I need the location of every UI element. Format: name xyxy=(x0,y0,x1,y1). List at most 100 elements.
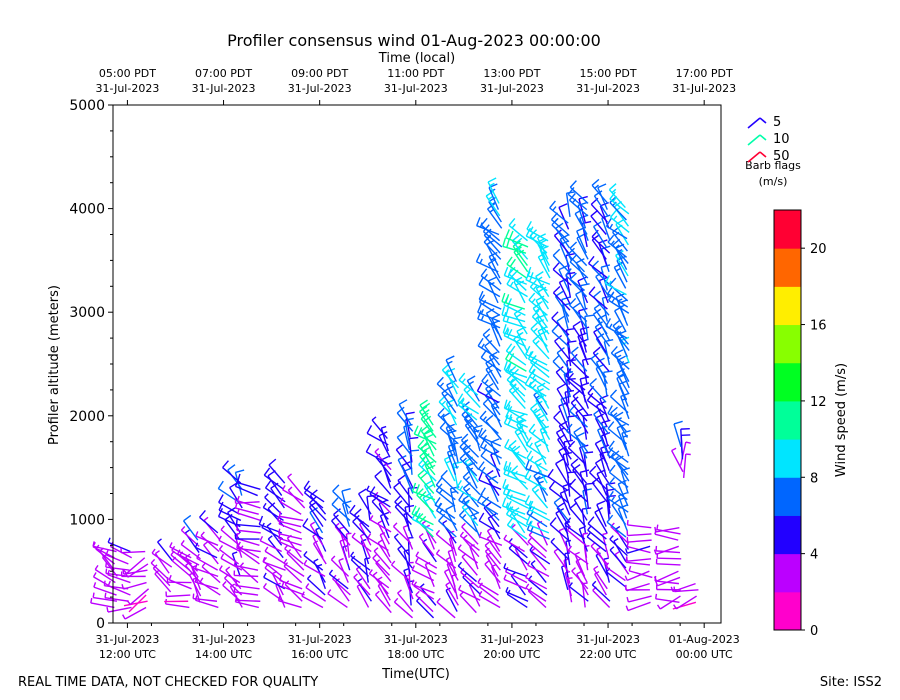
barb-flag xyxy=(606,514,614,523)
barb-shaft xyxy=(284,548,304,565)
barb-half-flag xyxy=(466,418,472,423)
barb-half-flag xyxy=(122,614,126,620)
barb-half-flag xyxy=(151,548,156,554)
barb-shaft xyxy=(371,501,389,520)
wind-barb xyxy=(586,532,607,553)
barb-flag xyxy=(457,393,464,402)
x-tick-time: 20:00 UTC xyxy=(483,648,540,661)
barb-half-flag xyxy=(460,398,465,404)
wind-barb xyxy=(656,595,681,610)
barb-shaft xyxy=(656,570,679,582)
wind-barb xyxy=(309,507,324,534)
barb-flag xyxy=(502,312,507,322)
wind-barb xyxy=(525,227,549,248)
barb-half-flag xyxy=(235,533,239,539)
barb-shaft xyxy=(349,511,370,528)
legend-barb-5 xyxy=(747,117,767,129)
barb-shaft xyxy=(569,507,587,528)
barb-half-flag xyxy=(200,531,205,537)
barb-shaft xyxy=(533,412,548,434)
legend-barb-flag xyxy=(759,151,767,158)
barb-flag xyxy=(463,444,471,452)
barb-shaft xyxy=(529,549,551,565)
barb-flag xyxy=(614,325,623,333)
barb-shaft xyxy=(218,509,242,522)
wind-barb xyxy=(565,423,587,447)
barb-shaft xyxy=(527,564,550,578)
legend-caption-line2: (m/s) xyxy=(759,175,788,188)
barb-shaft xyxy=(328,573,349,590)
barb-flag xyxy=(478,461,485,470)
barb-flag xyxy=(547,468,554,477)
barb-half-flag xyxy=(306,574,312,580)
barb-flag xyxy=(570,458,579,466)
barb-shaft xyxy=(508,390,526,410)
barb-flag xyxy=(505,343,513,352)
wind-barb xyxy=(196,553,219,571)
wind-barb xyxy=(264,546,286,565)
barb-shaft xyxy=(483,507,500,528)
barb-shaft xyxy=(423,484,438,507)
barb-shaft xyxy=(656,550,681,554)
barb-half-flag xyxy=(220,525,225,531)
barb-half-flag xyxy=(654,526,657,533)
barb-shaft xyxy=(614,310,627,333)
wind-barb xyxy=(625,556,652,562)
barb-half-flag xyxy=(530,560,536,565)
wind-barb xyxy=(530,322,548,347)
barb-half-flag xyxy=(614,455,620,461)
barb-half-flag xyxy=(512,383,517,388)
barb-flag xyxy=(505,400,511,409)
wind-barb xyxy=(194,563,219,578)
wind-barb xyxy=(435,549,457,569)
colorbar-tick-label: 8 xyxy=(810,471,818,486)
barb-flag xyxy=(352,514,360,523)
barb-flag xyxy=(365,443,372,453)
barb-flag xyxy=(530,322,539,330)
y-tick-label: 2000 xyxy=(69,409,105,425)
barb-half-flag xyxy=(310,521,316,526)
barb-shaft xyxy=(442,416,456,438)
barb-shaft xyxy=(566,529,587,546)
barb-half-flag xyxy=(373,547,379,552)
barb-half-flag xyxy=(525,572,529,578)
barb-flag xyxy=(419,450,428,457)
barb-shaft xyxy=(195,535,219,546)
barb-half-flag xyxy=(287,486,293,491)
barb-half-flag xyxy=(509,281,514,287)
barb-shaft xyxy=(477,581,499,596)
barb-shaft xyxy=(403,570,414,594)
barb-half-flag xyxy=(328,569,334,575)
barb-flag xyxy=(199,510,206,518)
barb-half-flag xyxy=(278,511,282,517)
barb-shaft xyxy=(590,203,608,223)
barb-shaft xyxy=(478,586,499,602)
barb-shaft xyxy=(478,594,501,609)
barb-shaft xyxy=(626,570,650,582)
barb-shaft xyxy=(264,550,286,565)
barb-flag xyxy=(409,436,419,440)
top-tick-time: 11:00 PDT xyxy=(387,67,444,80)
barb-shaft xyxy=(309,495,327,515)
barb-shaft xyxy=(460,571,480,589)
wind-barb xyxy=(524,469,547,490)
wind-barb xyxy=(655,545,681,554)
barb-half-flag xyxy=(397,589,402,594)
barb-flag xyxy=(524,376,531,385)
barb-half-flag xyxy=(418,533,424,538)
barb-shaft xyxy=(604,282,627,296)
barb-shaft xyxy=(121,550,146,554)
barb-half-flag xyxy=(482,416,487,421)
wind-barb xyxy=(625,545,651,554)
barb-half-flag xyxy=(465,476,471,481)
wind-barb xyxy=(437,407,456,432)
barb-shaft xyxy=(552,292,571,311)
wind-barb xyxy=(487,513,501,540)
wind-barb xyxy=(482,328,500,354)
barb-shaft xyxy=(188,574,202,597)
wind-barb xyxy=(234,533,260,540)
barb-shaft xyxy=(235,501,260,504)
barb-shaft xyxy=(562,454,570,479)
wind-barb xyxy=(366,485,389,502)
barb-shaft xyxy=(486,537,502,559)
